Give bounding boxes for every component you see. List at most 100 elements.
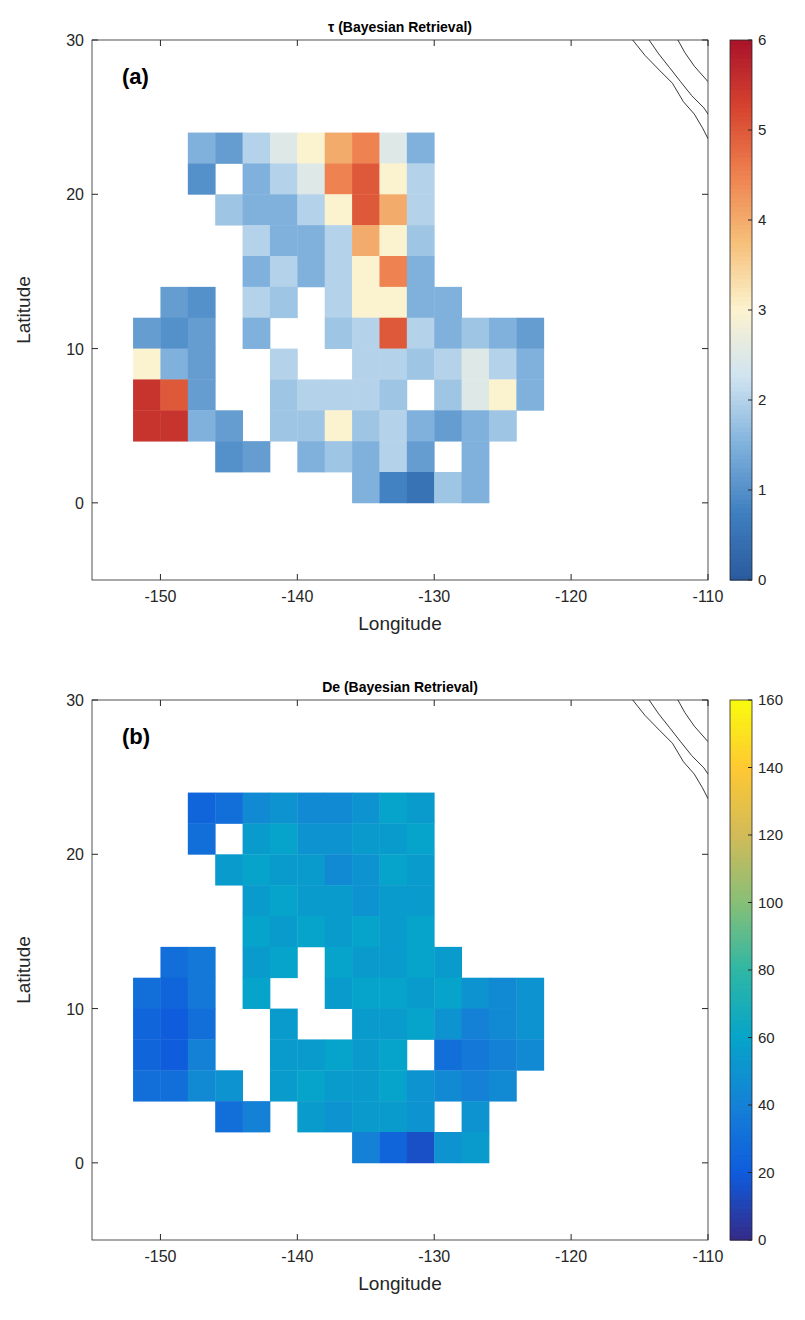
- colorbar-band: [730, 736, 752, 741]
- cell: [325, 947, 353, 978]
- colorbar-band: [730, 1200, 752, 1205]
- colorbar-band: [730, 274, 752, 279]
- cell: [434, 318, 462, 349]
- y-tick: [92, 1008, 98, 1009]
- colorbar-band: [730, 988, 752, 993]
- cell: [270, 1070, 298, 1101]
- colorbar-band: [730, 189, 752, 194]
- colorbar-tick-label: 2: [758, 391, 766, 408]
- coastline: [649, 40, 708, 114]
- x-tick: [434, 40, 435, 46]
- cell: [133, 1009, 161, 1040]
- cell: [407, 793, 435, 824]
- colorbar-band: [730, 40, 752, 45]
- cell: [297, 256, 325, 287]
- cell: [516, 349, 544, 380]
- x-tick-label: -120: [555, 1248, 587, 1265]
- colorbar-band: [730, 405, 752, 410]
- cell: [352, 225, 380, 256]
- x-tick: [160, 574, 161, 580]
- colorbar-band: [730, 126, 752, 131]
- coastline: [678, 700, 708, 742]
- colorbar-band: [730, 1164, 752, 1169]
- cell: [379, 225, 407, 256]
- cell: [270, 379, 298, 410]
- colorbar-band: [730, 997, 752, 1002]
- cell: [489, 1070, 517, 1101]
- y-tick: [702, 40, 708, 41]
- x-tick-label: -140: [281, 588, 313, 605]
- cell: [297, 1039, 325, 1070]
- colorbar-band: [730, 486, 752, 491]
- cell: [325, 885, 353, 916]
- y-tick: [92, 1162, 98, 1163]
- cell: [516, 1009, 544, 1040]
- cell: [462, 318, 490, 349]
- colorbar-band: [730, 840, 752, 845]
- cell: [325, 854, 353, 885]
- cell: [243, 793, 271, 824]
- cell: [379, 349, 407, 380]
- colorbar-band: [730, 831, 752, 836]
- plot-frame: [92, 40, 708, 580]
- cell: [188, 793, 216, 824]
- cell: [462, 1132, 490, 1163]
- y-tick: [92, 40, 98, 41]
- colorbar-band: [730, 549, 752, 554]
- cell: [160, 349, 188, 380]
- cell: [325, 1039, 353, 1070]
- cell: [160, 1009, 188, 1040]
- colorbar-band: [730, 117, 752, 122]
- cell: [215, 854, 243, 885]
- colorbar-band: [730, 427, 752, 432]
- cell: [516, 379, 544, 410]
- x-tick-label: -110: [693, 588, 724, 605]
- colorbar-band: [730, 1092, 752, 1097]
- colorbar-band: [730, 975, 752, 980]
- colorbar-band: [730, 1137, 752, 1142]
- colorbar-band: [730, 1191, 752, 1196]
- cell: [407, 823, 435, 854]
- x-tick: [571, 40, 572, 46]
- cell: [462, 410, 490, 441]
- colorbar-band: [730, 754, 752, 759]
- cell: [188, 410, 216, 441]
- colorbar-band: [730, 709, 752, 714]
- cell: [379, 854, 407, 885]
- colorbar-band: [730, 423, 752, 428]
- colorbar-band: [730, 790, 752, 795]
- cell: [188, 349, 216, 380]
- cell: [270, 1039, 298, 1070]
- colorbar-band: [730, 1114, 752, 1119]
- colorbar-band: [730, 993, 752, 998]
- cell: [243, 885, 271, 916]
- x-tick: [297, 574, 298, 580]
- colorbar-band: [730, 835, 752, 840]
- cell: [215, 1070, 243, 1101]
- colorbar-band: [730, 67, 752, 72]
- colorbar-band: [730, 1150, 752, 1155]
- colorbar-band: [730, 1083, 752, 1088]
- cell: [215, 194, 243, 225]
- cell: [462, 978, 490, 1009]
- cell: [352, 1070, 380, 1101]
- colorbar-tick-label: 20: [758, 1164, 775, 1181]
- colorbar-band: [730, 1159, 752, 1164]
- colorbar-band: [730, 1047, 752, 1052]
- cell: [434, 472, 462, 503]
- cell: [297, 793, 325, 824]
- cell: [352, 472, 380, 503]
- coastline: [678, 40, 708, 82]
- x-tick: [160, 40, 161, 46]
- cell: [407, 1132, 435, 1163]
- colorbar-band: [730, 894, 752, 899]
- cell: [325, 287, 353, 318]
- cell: [297, 379, 325, 410]
- colorbar-band: [730, 562, 752, 567]
- cell: [407, 978, 435, 1009]
- cell: [325, 978, 353, 1009]
- cell: [352, 349, 380, 380]
- cell: [243, 947, 271, 978]
- colorbar-band: [730, 984, 752, 989]
- colorbar-band: [730, 270, 752, 275]
